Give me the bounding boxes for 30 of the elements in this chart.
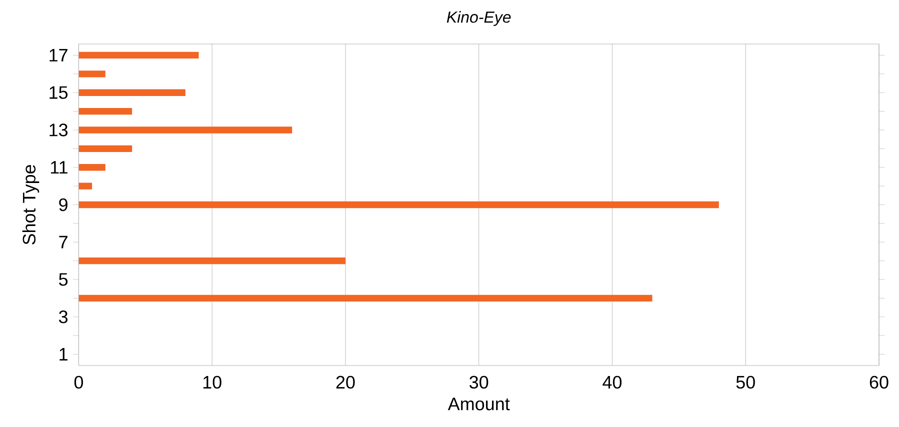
y-tick-label: 15 — [50, 86, 68, 99]
y-tick-label: 1 — [60, 348, 68, 361]
bar — [78, 89, 186, 96]
bar — [78, 201, 719, 208]
y-tick-label: 13 — [50, 124, 68, 136]
x-tick-label: 60 — [870, 376, 888, 389]
bar — [78, 145, 132, 152]
y-tick-label: 9 — [59, 198, 68, 212]
y-tick-label: 3 — [58, 310, 68, 324]
bar — [78, 108, 132, 115]
x-tick-label: 20 — [336, 376, 355, 389]
y-axis-title: Shot Type — [22, 165, 40, 245]
x-tick-label: 40 — [602, 376, 622, 389]
y-tick-label: 5 — [58, 273, 68, 286]
x-tick-label: 50 — [736, 376, 755, 389]
bar — [78, 52, 199, 59]
chart-title: Kino-Eye — [446, 11, 511, 26]
x-axis-title: Amount — [448, 398, 510, 410]
y-tick-label: 7 — [59, 236, 68, 248]
bar — [78, 258, 346, 264]
x-tick-label: 10 — [203, 376, 222, 389]
bar — [78, 182, 92, 190]
bar — [78, 126, 292, 134]
y-tick-label: 11 — [50, 161, 68, 174]
y-tick-label: 17 — [50, 49, 68, 62]
bar — [78, 164, 106, 171]
x-tick-label: 0 — [74, 376, 84, 389]
bar — [78, 70, 106, 78]
x-tick-label: 30 — [470, 376, 488, 389]
bar — [78, 294, 652, 302]
